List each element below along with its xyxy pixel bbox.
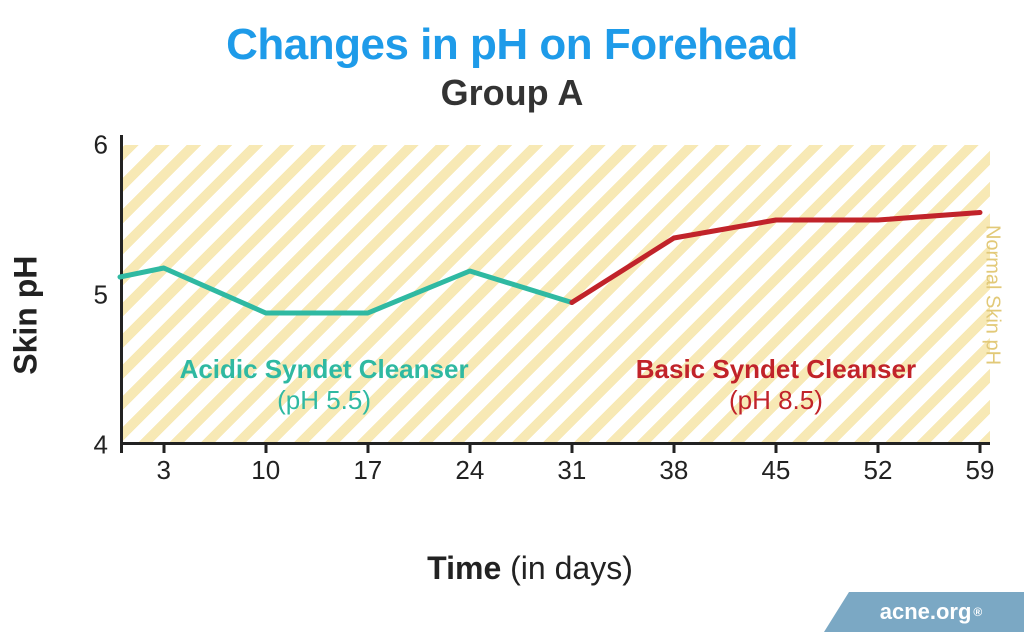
x-tick-mark: [264, 445, 267, 453]
x-axis-label: Time (in days): [427, 550, 633, 587]
normal-ph-band-label: Normal Skin pH: [981, 225, 1004, 365]
x-tick-mark: [366, 445, 369, 453]
x-tick-label: 3: [156, 455, 170, 486]
x-axis-label-rest: (in days): [501, 550, 633, 586]
y-tick-label: 5: [94, 280, 108, 311]
series-label-acidic: Acidic Syndet Cleanser(pH 5.5): [180, 354, 469, 416]
watermark-text: acne.org: [880, 599, 972, 625]
series-ph: (pH 5.5): [180, 385, 469, 416]
x-tick-mark: [162, 445, 165, 453]
chart-title: Changes in pH on Forehead: [0, 20, 1024, 70]
x-tick-mark: [979, 445, 982, 453]
chart-subtitle: Group A: [0, 72, 1024, 114]
series-line-basic: [572, 213, 980, 303]
series-line-acidic: [120, 268, 572, 313]
x-tick-label: 52: [863, 455, 892, 486]
x-axis-label-bold: Time: [427, 550, 501, 586]
plot-region: Normal Skin pH 45631017243138455259Acidi…: [120, 145, 980, 445]
y-axis-label: Skin pH: [8, 256, 45, 375]
x-tick-label: 17: [353, 455, 382, 486]
chart-area: Skin pH Time (in days) Normal Skin pH 45…: [70, 145, 990, 515]
x-tick-label: 59: [966, 455, 995, 486]
x-tick-mark: [672, 445, 675, 453]
x-tick-mark: [876, 445, 879, 453]
registered-icon: ®: [973, 605, 982, 619]
series-name: Acidic Syndet Cleanser: [180, 354, 469, 385]
series-name: Basic Syndet Cleanser: [636, 354, 916, 385]
x-tick-label: 24: [455, 455, 484, 486]
x-tick-mark: [570, 445, 573, 453]
series-ph: (pH 8.5): [636, 385, 916, 416]
y-tick-label: 6: [94, 130, 108, 161]
y-tick-label: 4: [94, 430, 108, 461]
watermark-badge: acne.org®: [824, 592, 1024, 632]
x-tick-label: 10: [251, 455, 280, 486]
x-tick-label: 38: [659, 455, 688, 486]
x-tick-label: 45: [761, 455, 790, 486]
title-block: Changes in pH on Forehead Group A: [0, 0, 1024, 114]
x-tick-mark: [468, 445, 471, 453]
series-label-basic: Basic Syndet Cleanser(pH 8.5): [636, 354, 916, 416]
x-tick-mark: [774, 445, 777, 453]
x-tick-label: 31: [557, 455, 586, 486]
